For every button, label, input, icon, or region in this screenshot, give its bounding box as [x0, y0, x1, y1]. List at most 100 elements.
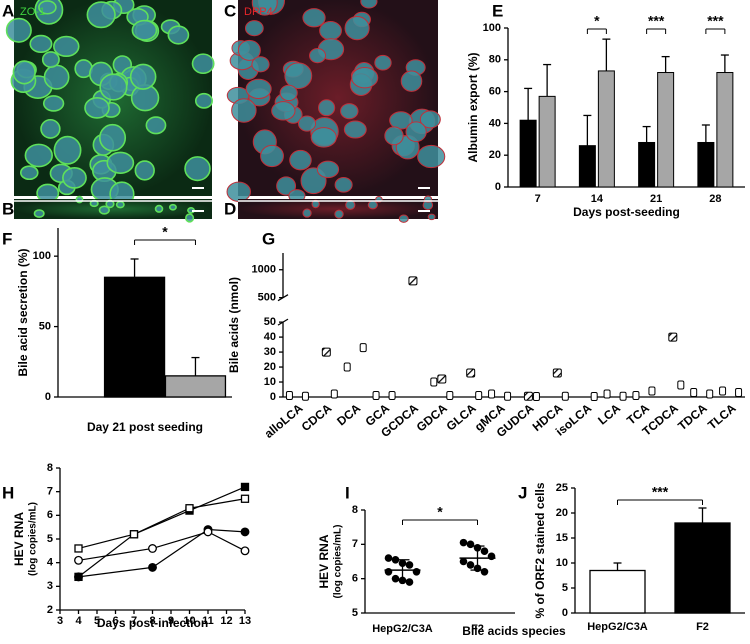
- y-tick-label: 15: [556, 532, 568, 544]
- y-tick-label: 6: [47, 509, 53, 521]
- box: [301, 391, 309, 401]
- point: [405, 578, 414, 586]
- box: [430, 377, 438, 387]
- nucleus: [185, 213, 195, 223]
- nucleus: [302, 8, 326, 28]
- box: [523, 391, 533, 401]
- nucleus: [302, 208, 312, 218]
- box: [330, 389, 338, 399]
- marker: [240, 482, 250, 492]
- nucleus: [86, 1, 116, 29]
- panel-letter: G: [262, 229, 275, 248]
- y-tick-label: 1000: [252, 264, 276, 276]
- x-tick-label: GDCA: [414, 401, 450, 435]
- y-tick-label: 50: [39, 320, 51, 332]
- bar: [597, 70, 615, 188]
- point: [405, 561, 414, 569]
- point: [466, 540, 475, 549]
- panel-letter: I: [345, 483, 350, 502]
- box: [343, 362, 351, 372]
- y-tick-label: 60: [489, 86, 501, 98]
- marker: [74, 572, 83, 582]
- nucleus: [427, 213, 436, 221]
- marker: [129, 530, 139, 539]
- nucleus: [38, 0, 57, 15]
- box: [408, 276, 418, 286]
- point: [391, 574, 400, 583]
- bar: [674, 522, 731, 614]
- x-tick-label: F2: [696, 621, 709, 633]
- marker: [74, 544, 83, 553]
- box: [590, 392, 598, 402]
- nucleus: [129, 63, 157, 90]
- box: [437, 374, 447, 384]
- y-axis-label: % of ORF2 stained cells: [533, 482, 547, 618]
- x-tick-label: 5: [94, 615, 100, 627]
- nucleus: [62, 167, 87, 189]
- x-tick-label: 3: [57, 615, 63, 627]
- x-tick-label: 14: [591, 193, 604, 205]
- channel-label: DPP4: [244, 6, 273, 18]
- y-tick-label: 5: [562, 582, 568, 594]
- significance-label: *: [162, 224, 168, 240]
- y-tick-label: 100: [33, 250, 51, 262]
- point: [480, 568, 489, 576]
- nucleus: [167, 25, 190, 45]
- nucleus: [245, 78, 272, 100]
- panel-letter: D: [224, 199, 236, 218]
- nucleus: [405, 121, 427, 143]
- y-tick-label: 10: [264, 376, 276, 388]
- x-tick-label: HepG2/C3A: [587, 621, 648, 633]
- x-tick-label: alloLCA: [262, 401, 306, 441]
- y-tick-label: 0: [270, 391, 276, 403]
- y-tick-label: 50: [264, 316, 276, 328]
- nucleus: [343, 120, 367, 139]
- y-tick-label: 5: [47, 533, 53, 545]
- nucleus: [99, 73, 128, 101]
- marker: [148, 544, 157, 553]
- x-tick-label: GLCA: [444, 401, 479, 434]
- x-axis-label: Days post-infection: [97, 616, 208, 630]
- nucleus: [319, 21, 342, 41]
- marker: [203, 527, 213, 537]
- box: [488, 389, 496, 399]
- x-tick-label: DCA: [334, 401, 363, 429]
- y-tick-label: 80: [489, 54, 501, 66]
- x-axis-label: Bile acids species: [462, 624, 566, 638]
- y-tick-label: 20: [556, 507, 568, 519]
- nucleus: [29, 34, 53, 53]
- y-tick-label: 8: [352, 504, 358, 516]
- box: [285, 391, 293, 401]
- x-tick-label: 10: [183, 615, 195, 627]
- nucleus: [251, 56, 270, 73]
- significance-label: *: [594, 13, 600, 29]
- box: [359, 343, 367, 353]
- box: [388, 391, 396, 401]
- marker: [240, 546, 250, 556]
- micrograph: [238, 199, 438, 219]
- panel-letter: B: [2, 199, 14, 218]
- nucleus: [276, 176, 297, 196]
- box: [466, 368, 476, 378]
- nucleus: [384, 126, 404, 146]
- panel-letter: F: [2, 229, 12, 248]
- bar: [103, 276, 166, 398]
- nucleus: [191, 53, 215, 75]
- significance-label: ***: [652, 484, 669, 500]
- nucleus: [134, 160, 155, 181]
- y-tick-label: 500: [258, 292, 276, 304]
- box: [372, 391, 380, 401]
- nucleus: [237, 39, 261, 61]
- y-tick-label: 7: [352, 538, 358, 550]
- y-axis-label: HEV RNA: [317, 534, 331, 588]
- series-line: [78, 528, 246, 578]
- nucleus: [318, 99, 336, 117]
- y-tick-label: 5: [352, 607, 358, 619]
- nucleus: [99, 123, 127, 152]
- panel-letter: C: [224, 1, 236, 20]
- nucleus: [389, 111, 413, 130]
- bar: [657, 72, 675, 188]
- significance-label: ***: [648, 13, 665, 29]
